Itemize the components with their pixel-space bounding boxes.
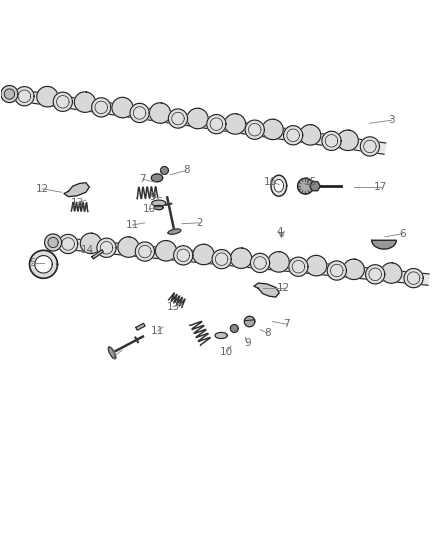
Polygon shape — [9, 88, 386, 154]
Polygon shape — [74, 92, 95, 112]
Text: 13: 13 — [166, 302, 180, 312]
Polygon shape — [53, 237, 429, 285]
Text: 12: 12 — [277, 284, 290, 293]
Polygon shape — [160, 166, 168, 174]
Text: 7: 7 — [139, 174, 146, 184]
Polygon shape — [230, 325, 238, 333]
Polygon shape — [135, 242, 155, 261]
Text: 6: 6 — [399, 229, 406, 239]
Polygon shape — [372, 240, 396, 249]
Polygon shape — [212, 249, 231, 269]
Text: 15: 15 — [304, 177, 317, 187]
Polygon shape — [268, 252, 289, 272]
Polygon shape — [112, 98, 133, 118]
Text: 10: 10 — [220, 346, 233, 357]
Polygon shape — [168, 229, 181, 234]
Text: 2: 2 — [196, 218, 203, 228]
Polygon shape — [207, 115, 226, 134]
Polygon shape — [245, 120, 265, 139]
Polygon shape — [262, 119, 283, 140]
Polygon shape — [251, 253, 270, 272]
Text: 3: 3 — [388, 115, 395, 125]
Polygon shape — [64, 183, 89, 197]
Polygon shape — [322, 131, 341, 150]
Polygon shape — [37, 86, 58, 107]
Polygon shape — [337, 130, 358, 150]
Text: 12: 12 — [35, 184, 49, 194]
Polygon shape — [45, 234, 62, 251]
Polygon shape — [48, 237, 58, 248]
Polygon shape — [118, 237, 139, 257]
Polygon shape — [173, 246, 193, 265]
Polygon shape — [343, 259, 364, 279]
Polygon shape — [271, 175, 287, 196]
Polygon shape — [130, 103, 149, 123]
Polygon shape — [244, 316, 255, 327]
Polygon shape — [310, 182, 320, 191]
Polygon shape — [225, 114, 246, 134]
Text: 7: 7 — [283, 319, 290, 329]
Polygon shape — [289, 257, 308, 276]
Text: 13: 13 — [71, 198, 84, 208]
Polygon shape — [306, 255, 327, 276]
Polygon shape — [215, 333, 227, 338]
Polygon shape — [297, 179, 313, 194]
Polygon shape — [274, 180, 283, 192]
Text: 11: 11 — [151, 326, 165, 336]
Text: 14: 14 — [81, 245, 94, 255]
Polygon shape — [152, 200, 166, 206]
Polygon shape — [97, 238, 116, 257]
Text: 5: 5 — [29, 259, 35, 269]
Polygon shape — [4, 89, 14, 99]
Polygon shape — [366, 265, 385, 284]
Polygon shape — [149, 103, 170, 123]
Text: 9: 9 — [244, 338, 251, 348]
Polygon shape — [327, 261, 346, 280]
Polygon shape — [381, 263, 402, 283]
Polygon shape — [168, 109, 187, 128]
Polygon shape — [360, 137, 379, 156]
Polygon shape — [108, 347, 116, 359]
Polygon shape — [15, 87, 34, 106]
Polygon shape — [1, 85, 18, 102]
Polygon shape — [80, 233, 102, 254]
Polygon shape — [404, 269, 423, 288]
Polygon shape — [154, 205, 163, 210]
Polygon shape — [152, 174, 162, 182]
Polygon shape — [92, 98, 111, 117]
Polygon shape — [300, 125, 321, 145]
Polygon shape — [29, 251, 57, 278]
Text: 8: 8 — [183, 165, 190, 175]
Text: 11: 11 — [126, 220, 139, 230]
Polygon shape — [92, 249, 103, 259]
Text: 17: 17 — [374, 182, 387, 192]
Polygon shape — [230, 248, 252, 269]
Polygon shape — [35, 256, 52, 273]
Polygon shape — [193, 244, 214, 265]
Text: 1: 1 — [111, 351, 117, 361]
Polygon shape — [187, 108, 208, 128]
Polygon shape — [283, 126, 303, 145]
Polygon shape — [254, 283, 279, 297]
Text: 10: 10 — [143, 204, 155, 214]
Polygon shape — [59, 235, 78, 254]
Text: 8: 8 — [265, 328, 271, 338]
Text: 16: 16 — [264, 177, 277, 187]
Polygon shape — [136, 324, 145, 330]
Polygon shape — [155, 240, 177, 261]
Text: 9: 9 — [149, 192, 156, 201]
Polygon shape — [53, 92, 72, 111]
Text: 4: 4 — [277, 228, 283, 237]
